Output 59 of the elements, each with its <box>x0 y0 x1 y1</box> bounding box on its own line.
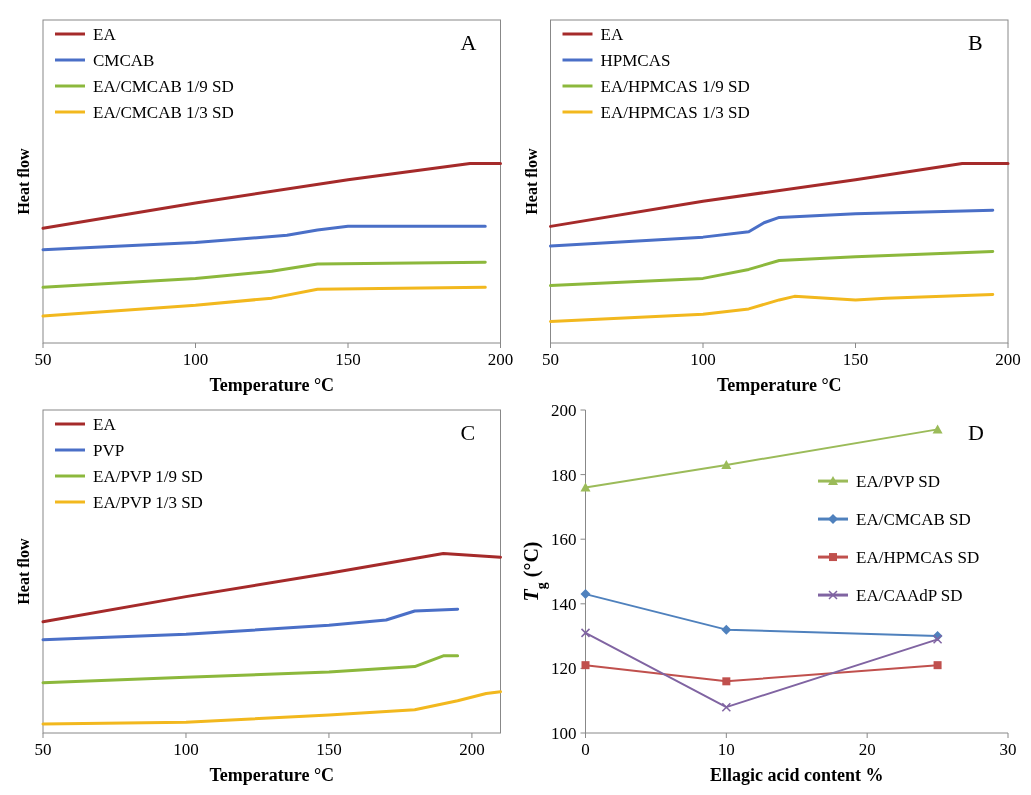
point <box>933 661 942 670</box>
x-tick-label: 0 <box>581 740 590 759</box>
x-tick-label: 100 <box>182 350 209 369</box>
y-axis-title: Heat flow <box>522 147 540 215</box>
x-tick-label: 100 <box>173 740 199 759</box>
legend-label: EA/PVP 1/3 SD <box>93 493 203 512</box>
y-axis-title: Heat flow <box>15 147 32 215</box>
x-tick-label: 50 <box>542 350 559 369</box>
y-tick-label: 200 <box>551 401 577 420</box>
legend-label: EA <box>600 25 624 44</box>
point <box>581 661 590 670</box>
point <box>721 702 732 712</box>
point <box>580 589 591 600</box>
text: C <box>460 420 476 445</box>
y-tick-label: 100 <box>551 724 577 743</box>
y-tick-label: 140 <box>551 594 577 614</box>
legend-label: EA <box>93 25 117 44</box>
legend-label: EA/PVP SD <box>856 472 940 492</box>
point <box>580 482 591 492</box>
x-tick-label: 100 <box>690 350 716 369</box>
x-tick-label: 20 <box>858 740 876 759</box>
annotation: D <box>968 420 984 445</box>
x-tick-label: 200 <box>487 350 514 369</box>
legend-label: EA/HPMCAS 1/9 SD <box>600 77 750 96</box>
text: A <box>460 30 477 55</box>
y-axis-title: Heat flow <box>15 537 32 605</box>
y-tick-label: 120 <box>551 659 577 679</box>
legend-label: PVP <box>93 441 125 460</box>
legend-label: EA/HPMCAS 1/3 SD <box>600 103 750 122</box>
x-tick-label: 10 <box>717 740 735 759</box>
x-axis-title: Temperature °C <box>716 375 842 395</box>
x-axis-title: Temperature °C <box>209 765 335 785</box>
x-tick-label: 150 <box>335 350 361 369</box>
legend-label: EA/CMCAB 1/9 SD <box>93 77 234 96</box>
legend-label: HPMCAS <box>600 51 671 70</box>
x-tick-label: 50 <box>34 350 52 369</box>
legend-label: EA/CMCAB 1/3 SD <box>93 103 234 122</box>
x-tick-label: 50 <box>34 740 52 759</box>
legend-label: EA/CMCAB SD <box>856 510 971 530</box>
point <box>721 624 732 635</box>
legend-label: EA <box>93 415 117 434</box>
legend-label: EA/PVP 1/9 SD <box>93 467 203 486</box>
x-tick-label: 150 <box>842 350 869 369</box>
x-tick-label: 200 <box>995 350 1021 369</box>
y-tick-label: 180 <box>551 465 577 485</box>
text: B <box>968 30 983 55</box>
legend-label: CMCAB <box>93 51 155 70</box>
y-tick-label: 160 <box>551 530 577 550</box>
x-tick-label: 150 <box>316 740 342 759</box>
point <box>932 424 943 434</box>
x-axis-title: Ellagic acid content % <box>710 765 884 785</box>
point <box>722 677 731 686</box>
x-axis-title: Temperature °C <box>209 375 335 395</box>
point <box>721 459 732 469</box>
legend-label: EA/CAAdP SD <box>856 586 963 606</box>
legend-label: EA/HPMCAS SD <box>856 548 980 568</box>
x-tick-label: 30 <box>999 740 1017 759</box>
x-tick-label: 200 <box>459 740 485 759</box>
point <box>580 628 591 638</box>
